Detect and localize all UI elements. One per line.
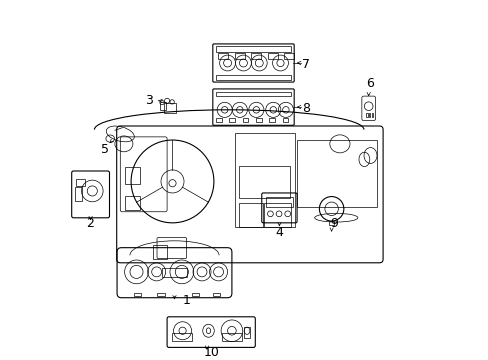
Bar: [371, 113, 373, 117]
Text: 5: 5: [101, 143, 109, 156]
Bar: [282, 118, 288, 122]
Bar: [244, 327, 250, 338]
Text: 1: 1: [183, 294, 190, 307]
Bar: [75, 187, 82, 201]
Text: 3: 3: [145, 94, 153, 107]
Bar: [222, 333, 242, 341]
Bar: [242, 118, 248, 122]
Text: 2: 2: [86, 217, 94, 230]
Bar: [284, 53, 294, 59]
Bar: [124, 195, 140, 210]
Bar: [269, 118, 275, 122]
Bar: [329, 221, 333, 225]
Bar: [251, 53, 261, 59]
Text: 4: 4: [275, 226, 283, 239]
Bar: [235, 134, 294, 227]
Bar: [264, 203, 291, 227]
Bar: [215, 46, 291, 52]
Bar: [234, 53, 244, 59]
Bar: [213, 293, 220, 296]
Bar: [152, 245, 167, 259]
Text: 10: 10: [203, 346, 219, 359]
Bar: [368, 113, 370, 117]
Text: 6: 6: [365, 77, 373, 90]
Bar: [239, 166, 289, 198]
Bar: [164, 103, 175, 113]
Bar: [296, 140, 376, 207]
Bar: [229, 118, 235, 122]
Bar: [157, 293, 164, 296]
Bar: [215, 75, 291, 80]
Bar: [162, 268, 187, 277]
Bar: [365, 113, 367, 117]
Bar: [216, 118, 222, 122]
Bar: [215, 92, 291, 96]
Bar: [191, 293, 199, 296]
Bar: [124, 167, 140, 184]
Bar: [172, 333, 192, 341]
Bar: [267, 53, 277, 59]
Bar: [134, 293, 141, 296]
Bar: [160, 102, 166, 110]
Bar: [265, 197, 292, 207]
Text: 7: 7: [301, 58, 309, 71]
Text: 8: 8: [301, 102, 309, 115]
Bar: [256, 118, 261, 122]
Bar: [218, 53, 228, 59]
Text: 9: 9: [329, 217, 337, 230]
Bar: [239, 203, 262, 227]
Bar: [76, 179, 85, 186]
